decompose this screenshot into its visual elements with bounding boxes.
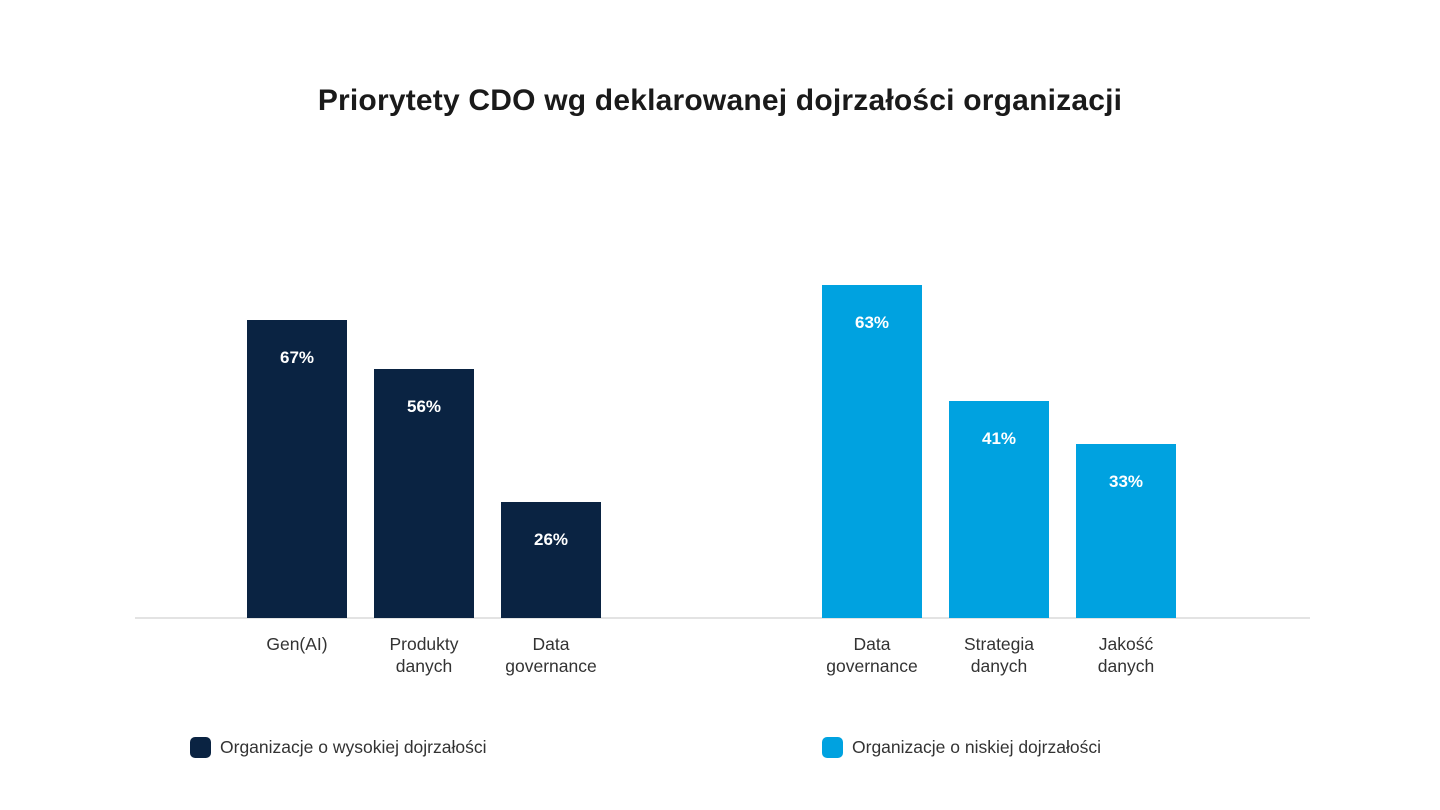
bar-value-label: 63% bbox=[854, 313, 890, 332]
axis-tick-label: Gen(AI) bbox=[266, 634, 328, 654]
bar-value-label: 26% bbox=[533, 530, 569, 550]
bar-genai: 67% Gen(AI) bbox=[247, 320, 347, 654]
bar-strategia-danych: 41% Strategia danych bbox=[949, 401, 1049, 676]
legend-swatch-navy-icon bbox=[190, 737, 211, 758]
bar-value-label: 41% bbox=[981, 429, 1017, 449]
legend-swatch-blue-icon bbox=[822, 737, 843, 758]
legend-label: Organizacje o niskiej dojrzałości bbox=[852, 737, 1101, 757]
legend-high-maturity: Organizacje o wysokiej dojrzałości bbox=[190, 737, 487, 758]
axis-tick-label: Jakość danych bbox=[1097, 634, 1155, 676]
chart-title: Priorytety CDO wg deklarowanej dojrzałoś… bbox=[317, 84, 1123, 117]
axis-tick-label: Data governance bbox=[505, 634, 597, 676]
bar-data-governance-low: 63% Data governance bbox=[822, 285, 922, 676]
x-axis-line bbox=[135, 617, 1310, 619]
axis-tick-label: Data governance bbox=[826, 634, 918, 676]
bar-value-label: 67% bbox=[279, 348, 315, 367]
bar-value-label: 33% bbox=[1108, 471, 1144, 491]
axis-tick-label: Produkty danych bbox=[389, 634, 459, 676]
bar-jakosc-danych: 33% Jakość danych bbox=[1076, 443, 1176, 676]
bar-value-label: 56% bbox=[406, 396, 442, 416]
chart-high-maturity: 67% Gen(AI) 56% Produkty danych 26% Data… bbox=[247, 320, 601, 676]
axis-tick-label: Strategia danych bbox=[963, 634, 1035, 676]
chart-low-maturity: 63% Data governance 41% Strategia danych… bbox=[822, 285, 1176, 676]
bar-data-governance-high: 26% Data governance bbox=[501, 502, 601, 676]
legend-low-maturity: Organizacje o niskiej dojrzałości bbox=[822, 737, 1101, 758]
legend-label: Organizacje o wysokiej dojrzałości bbox=[220, 737, 487, 757]
bar-produkty-danych: 56% Produkty danych bbox=[374, 368, 474, 676]
